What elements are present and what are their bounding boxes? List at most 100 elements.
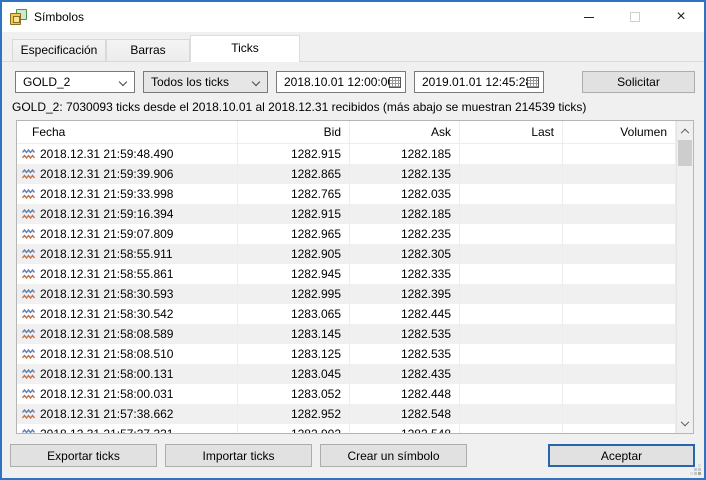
- request-button[interactable]: Solicitar: [582, 71, 695, 93]
- cell-bid: 1283.045: [238, 364, 350, 384]
- column-header-last[interactable]: Last: [460, 121, 563, 143]
- scrollbar-thumb[interactable]: [678, 140, 692, 166]
- cell-volumen: [563, 304, 676, 324]
- cell-fecha: 2018.12.31 21:59:33.998: [40, 187, 174, 201]
- cell-fecha: 2018.12.31 21:57:37.331: [40, 424, 173, 433]
- scroll-down-button[interactable]: [677, 416, 693, 433]
- import-ticks-button[interactable]: Importar ticks: [165, 444, 312, 467]
- cell-bid: 1282.952: [238, 404, 350, 424]
- cell-fecha: 2018.12.31 21:58:08.510: [40, 347, 174, 361]
- close-icon: ×: [676, 8, 686, 25]
- cell-last: [460, 324, 563, 344]
- table-row[interactable]: 2018.12.31 21:58:30.542 1283.065 1282.44…: [17, 304, 676, 324]
- scroll-up-button[interactable]: [677, 121, 693, 138]
- table-row[interactable]: 2018.12.31 21:59:33.998 1282.765 1282.03…: [17, 184, 676, 204]
- tick-chart-icon: [22, 268, 35, 279]
- vertical-scrollbar[interactable]: [676, 121, 693, 433]
- table-row[interactable]: 2018.12.31 21:58:00.031 1283.052 1282.44…: [17, 384, 676, 404]
- close-button[interactable]: ×: [658, 2, 704, 32]
- cell-last: [460, 164, 563, 184]
- cell-ask: 1282.185: [350, 144, 460, 164]
- export-ticks-button[interactable]: Exportar ticks: [10, 444, 157, 467]
- table-row[interactable]: 2018.12.31 21:58:08.589 1283.145 1282.53…: [17, 324, 676, 344]
- column-header-bid[interactable]: Bid: [238, 121, 350, 143]
- chevron-up-icon: [680, 128, 690, 137]
- cell-ask: 1282.548: [350, 404, 460, 424]
- minimize-button[interactable]: [566, 2, 612, 32]
- column-header-ask[interactable]: Ask: [350, 121, 460, 143]
- cell-volumen: [563, 364, 676, 384]
- table-row[interactable]: 2018.12.31 21:59:16.394 1282.915 1282.18…: [17, 204, 676, 224]
- cell-ask: 1282.185: [350, 204, 460, 224]
- tick-chart-icon: [22, 308, 35, 319]
- table-row[interactable]: 2018.12.31 21:59:39.906 1282.865 1282.13…: [17, 164, 676, 184]
- resize-grip[interactable]: [698, 472, 701, 475]
- tick-chart-icon: [22, 408, 35, 419]
- table-row[interactable]: 2018.12.31 21:58:55.861 1282.945 1282.33…: [17, 264, 676, 284]
- minimize-icon: [584, 16, 594, 18]
- tick-type-value: Todos los ticks: [151, 75, 230, 89]
- cell-last: [460, 304, 563, 324]
- tick-chart-icon: [22, 368, 35, 379]
- symbol-select-value: GOLD_2: [23, 75, 71, 89]
- date-from-input[interactable]: 2018.10.01 12:00:00: [276, 71, 406, 93]
- tick-chart-icon: [22, 208, 35, 219]
- cell-last: [460, 344, 563, 364]
- table-row[interactable]: 2018.12.31 21:59:07.809 1282.965 1282.23…: [17, 224, 676, 244]
- table-row[interactable]: 2018.12.31 21:58:30.593 1282.995 1282.39…: [17, 284, 676, 304]
- calendar-icon[interactable]: [389, 77, 401, 88]
- tick-type-select[interactable]: Todos los ticks: [143, 71, 268, 93]
- cell-last: [460, 284, 563, 304]
- cell-bid: 1282.902: [238, 424, 350, 433]
- table-row[interactable]: 2018.12.31 21:58:08.510 1283.125 1282.53…: [17, 344, 676, 364]
- column-header-volumen[interactable]: Volumen: [563, 121, 676, 143]
- chevron-down-icon: [680, 417, 690, 426]
- create-symbol-button[interactable]: Crear un símbolo: [320, 444, 467, 467]
- cell-fecha: 2018.12.31 21:58:00.031: [40, 387, 174, 401]
- cell-last: [460, 184, 563, 204]
- cell-volumen: [563, 344, 676, 364]
- table-row[interactable]: 2018.12.31 21:57:37.331 1282.902 1282.54…: [17, 424, 676, 433]
- cell-fecha: 2018.12.31 21:59:16.394: [40, 207, 174, 221]
- tick-chart-icon: [22, 388, 35, 399]
- cell-last: [460, 244, 563, 264]
- calendar-icon[interactable]: [527, 77, 539, 88]
- footer-buttons: Exportar ticks Importar ticks Crear un s…: [10, 444, 695, 467]
- tick-chart-icon: [22, 248, 35, 259]
- cell-ask: 1282.135: [350, 164, 460, 184]
- cell-ask: 1282.035: [350, 184, 460, 204]
- table-row[interactable]: 2018.12.31 21:58:00.131 1283.045 1282.43…: [17, 364, 676, 384]
- table-row[interactable]: 2018.12.31 21:59:48.490 1282.915 1282.18…: [17, 144, 676, 164]
- cell-bid: 1282.945: [238, 264, 350, 284]
- cell-fecha: 2018.12.31 21:58:00.131: [40, 367, 174, 381]
- cell-ask: 1282.445: [350, 304, 460, 324]
- cell-ask: 1282.235: [350, 224, 460, 244]
- cell-volumen: [563, 164, 676, 184]
- accept-button[interactable]: Aceptar: [548, 444, 695, 467]
- tab-strip: Especificación Barras Ticks: [2, 32, 704, 62]
- cell-volumen: [563, 224, 676, 244]
- table-row[interactable]: 2018.12.31 21:57:38.662 1282.952 1282.54…: [17, 404, 676, 424]
- cell-last: [460, 404, 563, 424]
- tab-especificacion[interactable]: Especificación: [12, 39, 106, 61]
- tick-chart-icon: [22, 328, 35, 339]
- symbol-select[interactable]: GOLD_2: [15, 71, 135, 93]
- cell-ask: 1282.535: [350, 324, 460, 344]
- tick-chart-icon: [22, 188, 35, 199]
- maximize-button: [612, 2, 658, 32]
- cell-ask: 1282.435: [350, 364, 460, 384]
- cell-fecha: 2018.12.31 21:58:30.593: [40, 287, 174, 301]
- symbols-app-icon: [10, 9, 27, 25]
- tab-ticks[interactable]: Ticks: [190, 35, 300, 62]
- tab-barras[interactable]: Barras: [106, 39, 190, 61]
- table-row[interactable]: 2018.12.31 21:58:55.911 1282.905 1282.30…: [17, 244, 676, 264]
- cell-fecha: 2018.12.31 21:58:08.589: [40, 327, 174, 341]
- maximize-icon: [630, 12, 640, 22]
- date-to-input[interactable]: 2019.01.01 12:45:28: [414, 71, 544, 93]
- cell-ask: 1282.548: [350, 424, 460, 433]
- column-header-fecha[interactable]: Fecha: [17, 121, 238, 143]
- tick-chart-icon: [22, 428, 35, 433]
- cell-bid: 1282.915: [238, 204, 350, 224]
- cell-bid: 1283.065: [238, 304, 350, 324]
